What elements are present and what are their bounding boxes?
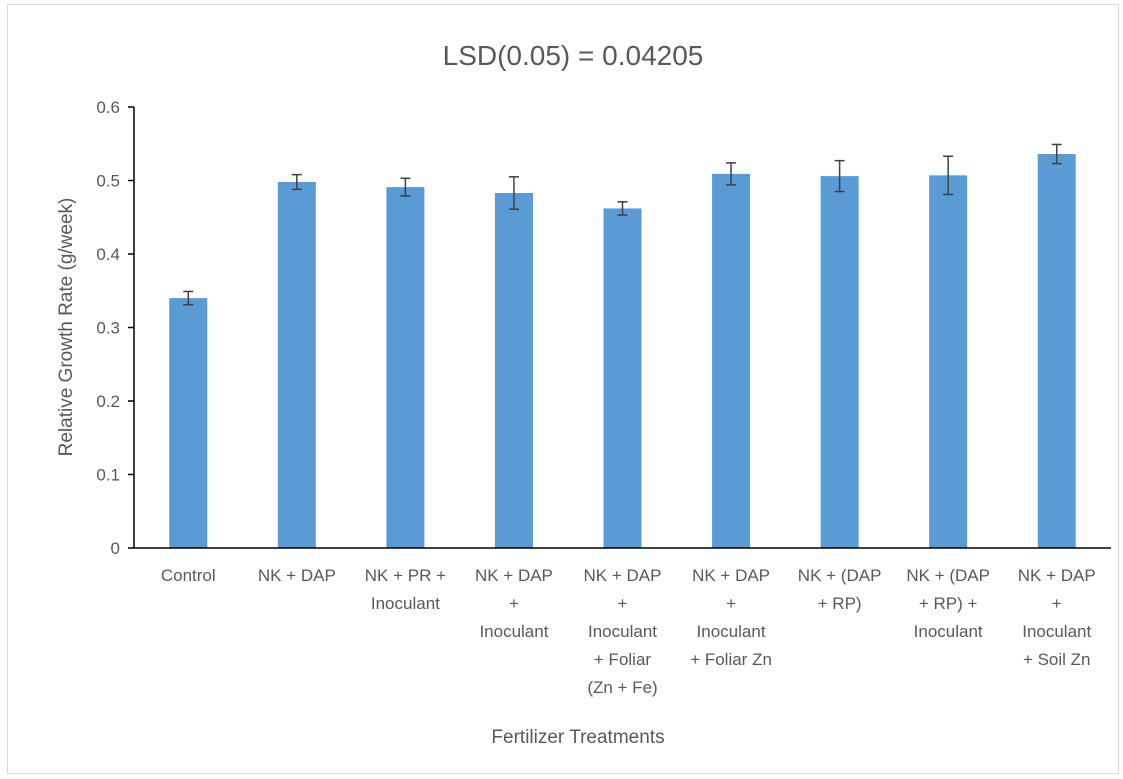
error-bar xyxy=(1051,143,1062,165)
y-tick-label: 0.6 xyxy=(96,98,120,117)
bar xyxy=(820,176,859,548)
chart-frame: LSD(0.05) = 0.04205 Relative Growth Rate… xyxy=(7,4,1119,774)
bar xyxy=(1037,154,1076,549)
x-category-label: NK + DAP + Inoculant xyxy=(475,566,553,641)
y-tick-label: 0 xyxy=(111,539,120,558)
x-category-label: NK + (DAP + RP) xyxy=(798,566,882,613)
x-category-label: Control xyxy=(161,566,216,585)
error-bar xyxy=(726,162,737,186)
error-bar xyxy=(617,201,628,216)
bar-chart: LSD(0.05) = 0.04205 Relative Growth Rate… xyxy=(56,40,1111,748)
x-category-label: NK + (DAP + RP) + Inoculant xyxy=(906,566,990,641)
bar xyxy=(494,192,533,548)
bar xyxy=(169,298,208,548)
x-category-label: NK + DAP + Inoculant + Foliar Zn xyxy=(690,566,772,669)
x-category-label: NK + PR + Inoculant xyxy=(365,566,446,613)
x-axis-title: Fertilizer Treatments xyxy=(491,727,664,748)
y-axis-title: Relative Growth Rate (g/week) xyxy=(56,198,77,457)
y-tick-label: 0.3 xyxy=(96,319,120,338)
error-bar xyxy=(508,176,519,210)
bars xyxy=(169,154,1076,549)
category-labels: Control NK + DAP NK + PR + Inoculant NK + DA… xyxy=(161,566,1096,697)
error-bar xyxy=(834,159,845,193)
y-tick-label: 0.1 xyxy=(96,466,120,485)
bar xyxy=(712,173,751,548)
error-bars xyxy=(183,143,1062,306)
y-tick-label: 0.4 xyxy=(96,245,120,264)
y-tick-label: 0.2 xyxy=(96,392,120,411)
bar xyxy=(277,181,316,548)
y-tick-label: 0.5 xyxy=(96,172,120,191)
x-category-label: NK + DAP xyxy=(258,566,336,585)
error-bar xyxy=(291,173,302,191)
y-axis-ticks: 0 0.1 0.2 0.3 0.4 0.5 0.6 xyxy=(96,98,134,558)
error-bar xyxy=(183,290,194,306)
bar xyxy=(929,175,968,549)
error-bar xyxy=(943,155,954,196)
bar xyxy=(386,187,425,549)
chart-title: LSD(0.05) = 0.04205 xyxy=(443,40,704,71)
x-category-label: NK + DAP + Inoculant + Foliar (Zn + Fe) xyxy=(584,566,662,697)
x-category-label: NK + DAP + Inoculant + Soil Zn xyxy=(1018,566,1096,669)
bar xyxy=(603,208,642,548)
error-bar xyxy=(400,177,411,197)
